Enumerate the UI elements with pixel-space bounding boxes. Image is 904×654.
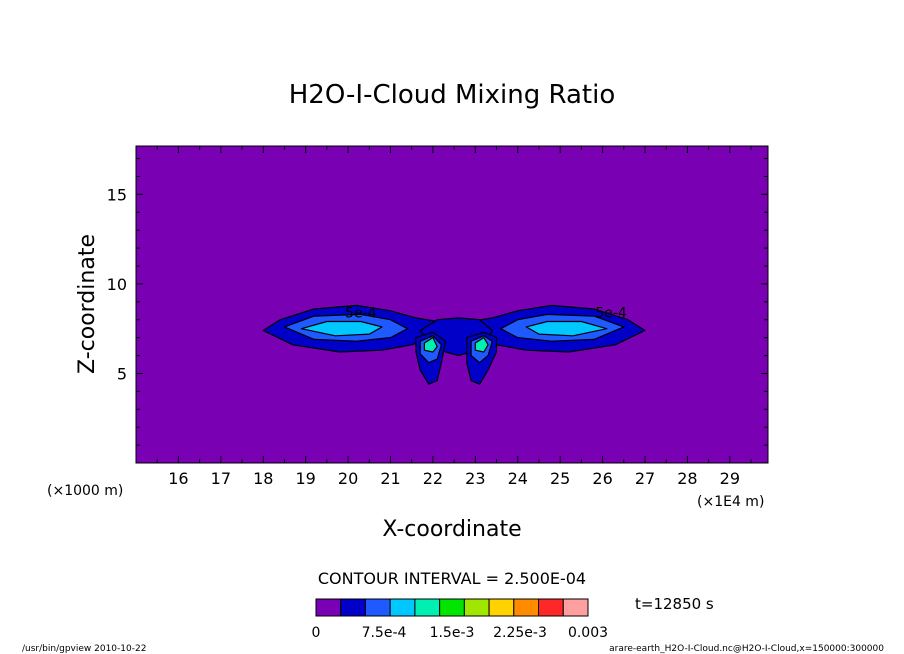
colorbar-swatch <box>562 598 589 617</box>
x-axis-label: X-coordinate <box>382 517 521 542</box>
colorbar-tick-label: 0.003 <box>568 625 608 641</box>
colorbar-swatch <box>439 598 465 617</box>
plot-background <box>136 146 768 463</box>
colorbar-swatch <box>414 598 441 617</box>
footer-right: arare-earth_H2O-I-Cloud.nc@H2O-I-Cloud,x… <box>609 644 884 654</box>
colorbar-tick-label: 0 <box>312 625 321 641</box>
colorbar-swatch <box>513 598 540 617</box>
contour-labels: 5e-4 5e-4 <box>345 306 627 322</box>
colorbar-tick-label: 2.25e-3 <box>493 625 547 641</box>
cloud-region-left-column <box>423 337 438 353</box>
contour-label: 5e-4 <box>345 306 377 322</box>
y-tick-label: 5 <box>117 364 127 383</box>
x-tick-label: 20 <box>338 469 358 488</box>
plot-frame <box>135 145 769 464</box>
colorbar-swatch <box>315 598 342 617</box>
x-tick-label: 26 <box>592 469 612 488</box>
y-tick-label: 10 <box>107 275 127 294</box>
x-tick-label: 21 <box>380 469 400 488</box>
x-unit-right: (×1E4 m) <box>697 494 764 510</box>
colorbar-swatch <box>488 598 515 617</box>
colorbar <box>315 598 589 617</box>
cloud-layer <box>262 304 646 385</box>
x-tick-label: 25 <box>550 469 570 488</box>
x-tick-label: 19 <box>295 469 315 488</box>
x-tick-label: 18 <box>253 469 273 488</box>
chart-title: H2O-I-Cloud Mixing Ratio <box>289 80 616 110</box>
cloud-region-right-wing <box>525 320 608 337</box>
y-axis: 5 10 15 <box>107 158 768 446</box>
contour-label: 5e-4 <box>595 306 627 322</box>
x-unit-left: (×1000 m) <box>47 483 123 499</box>
y-axis-label: Z-coordinate <box>75 234 100 374</box>
x-tick-label: 27 <box>635 469 655 488</box>
x-tick-label: 16 <box>168 469 188 488</box>
time-label: t=12850 s <box>635 595 714 613</box>
x-axis: 16 17 18 19 20 21 22 23 24 25 26 27 28 29 <box>156 146 752 488</box>
colorbar-swatch <box>538 598 564 617</box>
x-tick-label: 29 <box>720 469 740 488</box>
x-tick-label: 24 <box>508 469 528 488</box>
colorbar-swatch <box>463 598 490 617</box>
colorbar-swatch <box>389 598 416 617</box>
footer-left: /usr/bin/gpview 2010-10-22 <box>22 644 146 654</box>
x-tick-label: 22 <box>423 469 443 488</box>
x-tick-label: 17 <box>211 469 231 488</box>
colorbar-tick-label: 1.5e-3 <box>430 625 475 641</box>
y-tick-label: 15 <box>107 185 127 204</box>
colorbar-swatch <box>364 598 391 617</box>
x-tick-label: 28 <box>677 469 697 488</box>
cloud-region-left-wing <box>300 320 383 337</box>
x-tick-label: 23 <box>465 469 485 488</box>
contour-interval: CONTOUR INTERVAL = 2.500E-04 <box>318 569 586 588</box>
cloud-region-right-column <box>474 337 489 353</box>
plot-area <box>135 145 769 464</box>
colorbar-swatch <box>340 598 366 617</box>
colorbar-ticks: 0 7.5e-4 1.5e-3 2.25e-3 0.003 <box>312 625 609 641</box>
colorbar-tick-label: 7.5e-4 <box>362 625 407 641</box>
